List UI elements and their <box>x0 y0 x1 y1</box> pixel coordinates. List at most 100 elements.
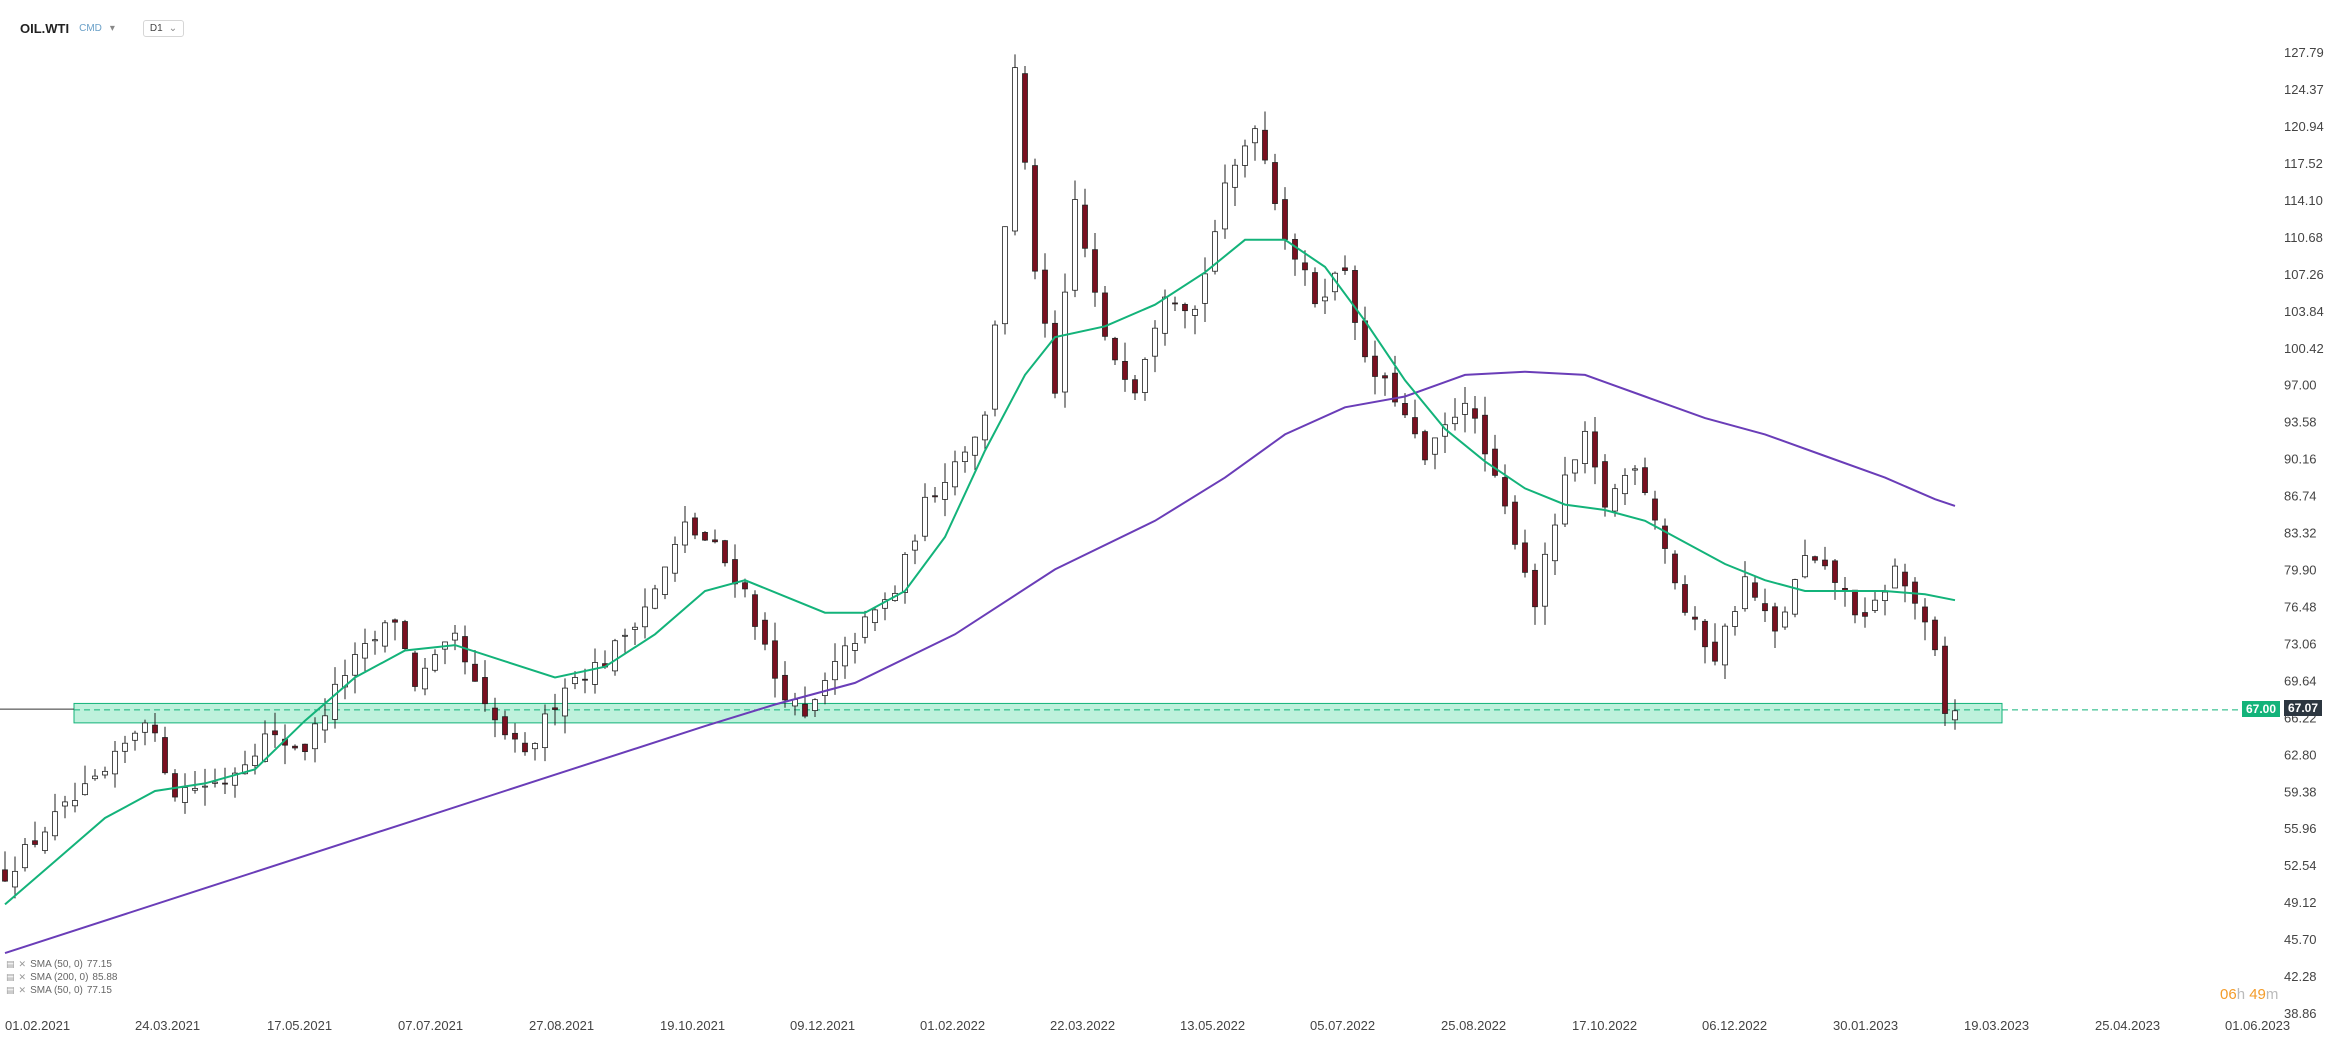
candle[interactable] <box>342 659 348 700</box>
candle[interactable] <box>1502 464 1508 515</box>
candle[interactable] <box>622 628 628 653</box>
candle[interactable] <box>232 767 238 798</box>
candle[interactable] <box>1092 232 1098 307</box>
candle[interactable] <box>92 769 98 781</box>
candle[interactable] <box>172 769 178 802</box>
candles[interactable] <box>2 54 1958 899</box>
candle[interactable] <box>672 536 678 582</box>
candle[interactable] <box>502 710 508 740</box>
candle[interactable] <box>1142 357 1148 401</box>
candle[interactable] <box>1822 546 1828 570</box>
candle[interactable] <box>562 678 568 734</box>
candle[interactable] <box>1902 563 1908 603</box>
candle[interactable] <box>1302 250 1308 286</box>
sma-200-line[interactable] <box>4 370 1956 955</box>
candle[interactable] <box>432 649 438 673</box>
candle[interactable] <box>1712 623 1718 666</box>
candle[interactable] <box>612 638 618 676</box>
candle[interactable] <box>212 768 218 788</box>
candle[interactable] <box>942 463 948 517</box>
candle[interactable] <box>482 660 488 712</box>
candle[interactable] <box>862 610 868 644</box>
candle[interactable] <box>142 719 148 746</box>
candle[interactable] <box>1702 619 1708 664</box>
candle[interactable] <box>1102 286 1108 341</box>
candle[interactable] <box>122 735 128 763</box>
candle[interactable] <box>1432 437 1438 470</box>
candle[interactable] <box>1262 111 1268 165</box>
candle[interactable] <box>532 742 538 761</box>
candle[interactable] <box>1322 278 1328 315</box>
candle[interactable] <box>632 622 638 646</box>
candle[interactable] <box>1532 563 1538 625</box>
candle[interactable] <box>192 771 198 794</box>
candle[interactable] <box>1052 310 1058 399</box>
candle[interactable] <box>1422 429 1428 465</box>
candle[interactable] <box>1272 153 1278 211</box>
candle[interactable] <box>352 642 358 694</box>
candle[interactable] <box>932 487 938 503</box>
candle[interactable] <box>1232 158 1238 206</box>
candle[interactable] <box>1372 340 1378 395</box>
candle[interactable] <box>162 726 168 775</box>
legend-row-sma-50-2[interactable]: ▤ ✕ SMA (50, 0) 77.15 <box>6 984 117 997</box>
candle[interactable] <box>1242 139 1248 178</box>
candle[interactable] <box>1252 125 1258 161</box>
candle[interactable] <box>1462 387 1468 433</box>
candle[interactable] <box>1362 306 1368 363</box>
candle[interactable] <box>422 658 428 696</box>
candle[interactable] <box>1172 296 1178 311</box>
candle[interactable] <box>1772 602 1778 649</box>
timeframe-selector[interactable]: D1 ⌄ <box>142 19 185 37</box>
candle[interactable] <box>872 606 878 632</box>
candle[interactable] <box>392 618 398 641</box>
candle[interactable] <box>1852 589 1858 624</box>
candle[interactable] <box>112 740 118 788</box>
candle[interactable] <box>1932 616 1938 657</box>
candle[interactable] <box>752 590 758 640</box>
candle[interactable] <box>32 821 38 848</box>
candle[interactable] <box>1682 575 1688 616</box>
candle[interactable] <box>1202 257 1208 323</box>
candle[interactable] <box>1782 606 1788 630</box>
candle[interactable] <box>1872 591 1878 614</box>
candle[interactable] <box>1602 454 1608 517</box>
candle[interactable] <box>772 622 778 698</box>
candle[interactable] <box>962 446 968 473</box>
candle[interactable] <box>242 750 248 775</box>
candle[interactable] <box>1152 320 1158 373</box>
candle[interactable] <box>1792 578 1798 618</box>
candle[interactable] <box>322 698 328 743</box>
candle[interactable] <box>892 585 898 602</box>
candle[interactable] <box>1612 483 1618 517</box>
candle[interactable] <box>72 782 78 813</box>
candle[interactable] <box>822 672 828 705</box>
candle[interactable] <box>1012 54 1018 236</box>
candle[interactable] <box>442 641 448 665</box>
candle[interactable] <box>1312 267 1318 308</box>
close-icon[interactable]: ✕ <box>18 959 27 969</box>
candle[interactable] <box>692 512 698 540</box>
sma-50-line[interactable] <box>4 238 1956 906</box>
candle[interactable] <box>662 566 668 600</box>
candle[interactable] <box>1892 558 1898 589</box>
candle[interactable] <box>2 851 8 882</box>
time-axis[interactable]: 01.02.2021 24.03.2021 17.05.2021 07.07.2021… <box>5 1018 2290 1033</box>
candle[interactable] <box>1522 529 1528 578</box>
candle[interactable] <box>522 732 528 756</box>
candle[interactable] <box>292 744 298 751</box>
candle[interactable] <box>1492 434 1498 478</box>
candle[interactable] <box>1412 399 1418 439</box>
candle[interactable] <box>1132 375 1138 401</box>
candle[interactable] <box>1882 584 1888 616</box>
candle[interactable] <box>682 505 688 554</box>
candle[interactable] <box>912 534 918 565</box>
candle[interactable] <box>492 697 498 738</box>
candle[interactable] <box>312 717 318 763</box>
candle[interactable] <box>362 628 368 672</box>
candle[interactable] <box>1082 188 1088 258</box>
candle[interactable] <box>1562 456 1568 528</box>
support-zone[interactable] <box>73 702 2003 724</box>
candle[interactable] <box>952 450 958 496</box>
